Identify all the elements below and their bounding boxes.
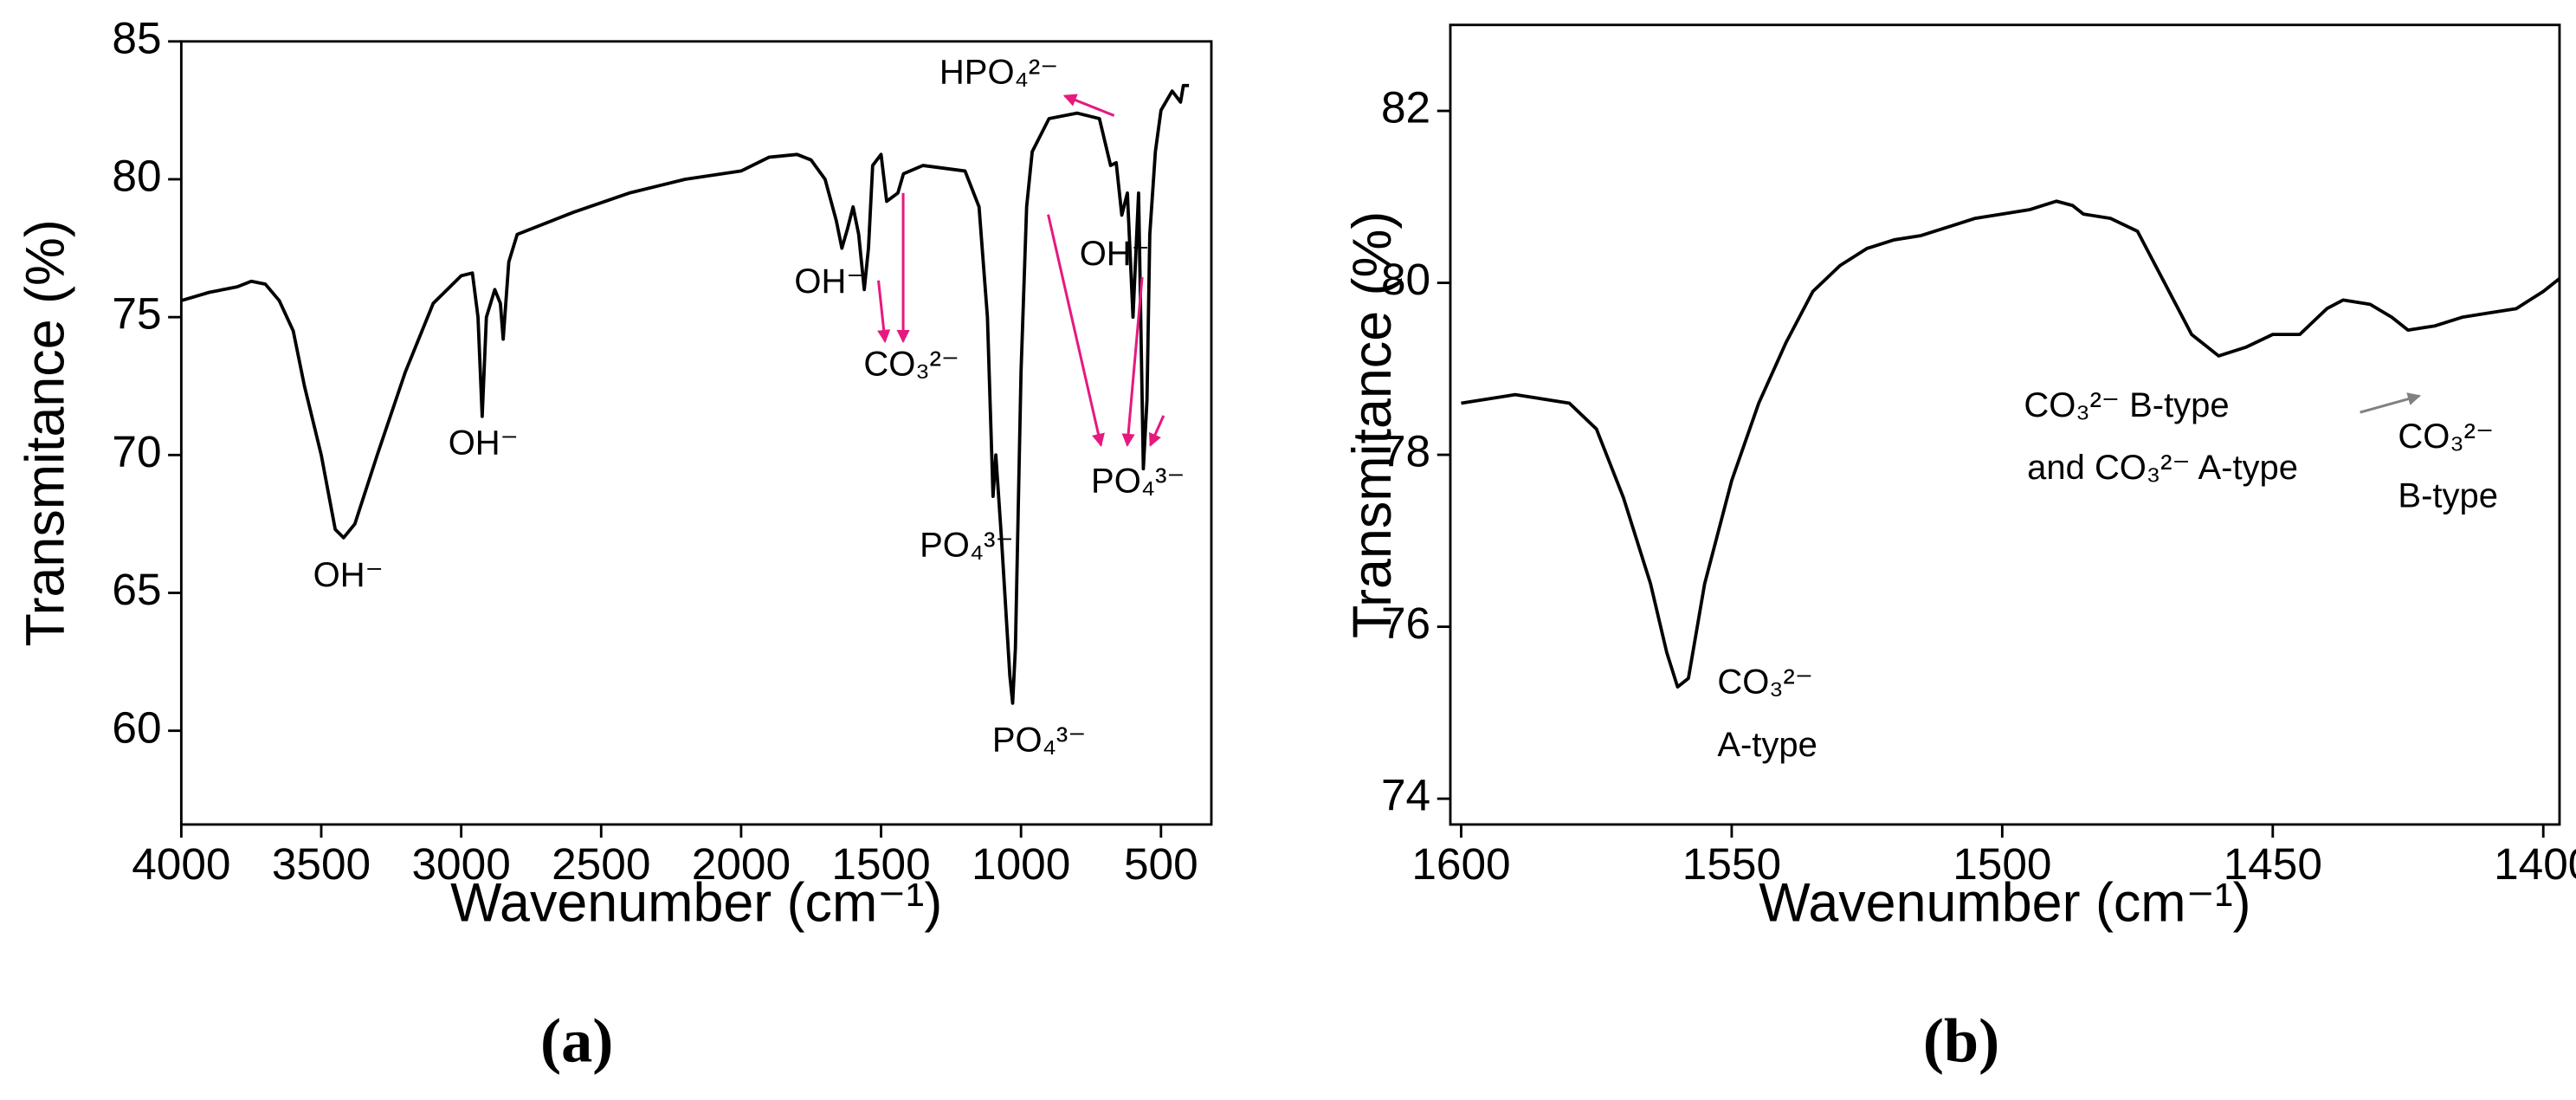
y-tick-label: 76 [1381, 598, 1430, 648]
x-tick-label: 2500 [552, 838, 650, 889]
annotation-arrow [1062, 94, 1115, 117]
x-tick-label: 1450 [2224, 838, 2322, 889]
annotation: OH⁻ [313, 556, 384, 594]
annotation: PO₄³⁻ [992, 721, 1086, 759]
y-tick-label: 80 [1381, 254, 1430, 304]
y-tick-label: 78 [1381, 426, 1430, 476]
annotation: and CO₃²⁻ A-type [2027, 449, 2298, 487]
annotation-arrow [1121, 276, 1144, 448]
y-tick-label: 82 [1381, 82, 1430, 133]
y-axis-title: Transmitance (%) [1342, 211, 1403, 638]
x-tick-label: 1400 [2494, 838, 2576, 889]
y-tick-label: 60 [112, 702, 161, 752]
panel-label: (a) [540, 1006, 613, 1075]
annotation: CO₃²⁻ B-type [2024, 386, 2229, 424]
annotation: OH⁻ [794, 262, 864, 301]
plot-frame [179, 40, 1213, 826]
y-axis-title: Transmitance (%) [16, 219, 76, 646]
annotation-arrow [1149, 415, 1165, 447]
x-tick-label: 1600 [1411, 838, 1510, 889]
x-tick-label: 3500 [272, 838, 371, 889]
x-tick-label: 1500 [1953, 838, 2051, 889]
spectrum-line [1461, 199, 2561, 689]
x-tick-label: 1550 [1682, 838, 1781, 889]
x-tick-label: 1000 [972, 838, 1070, 889]
annotation-arrow [2360, 392, 2422, 414]
x-tick-label: 1500 [831, 838, 930, 889]
y-tick-label: 74 [1381, 770, 1430, 820]
y-tick-label: 65 [112, 564, 161, 614]
annotation: A-type [1717, 726, 1817, 764]
annotation: CO₃²⁻ [2398, 417, 2494, 456]
annotation-arrow [1047, 214, 1105, 447]
panel-label: (b) [1923, 1006, 1999, 1075]
y-tick-label: 85 [112, 12, 161, 62]
annotation: CO₃²⁻ [863, 345, 959, 383]
y-tick-label: 70 [112, 426, 161, 476]
x-tick-label: 3000 [411, 838, 510, 889]
x-axis-title: Wavenumber (cm⁻¹) [1759, 873, 2250, 934]
x-axis-title: Wavenumber (cm⁻¹) [450, 873, 942, 934]
annotation: PO₄³⁻ [920, 527, 1013, 565]
annotation: PO₄³⁻ [1091, 462, 1185, 500]
annotation-arrow [876, 280, 891, 344]
annotation: OH⁻ [1080, 235, 1150, 273]
x-tick-label: 2000 [692, 838, 791, 889]
y-tick-label: 75 [112, 288, 161, 339]
plot-frame [1449, 23, 2561, 826]
spectrum-line [180, 83, 1190, 705]
x-tick-label: 4000 [132, 838, 230, 889]
annotation: HPO₄²⁻ [939, 53, 1058, 91]
y-tick-label: 80 [112, 151, 161, 201]
annotation: B-type [2398, 477, 2498, 515]
x-tick-label: 500 [1124, 838, 1198, 889]
annotation: OH⁻ [449, 424, 519, 463]
annotation: CO₃²⁻ [1717, 663, 1813, 702]
